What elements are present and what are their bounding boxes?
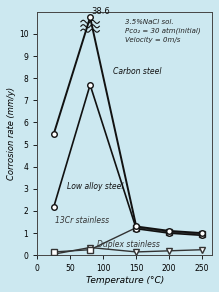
Text: 13Cr stainless: 13Cr stainless	[55, 216, 109, 225]
X-axis label: Temperature (°C): Temperature (°C)	[86, 276, 164, 285]
Text: Carbon steel: Carbon steel	[113, 67, 162, 76]
Text: 38.6: 38.6	[91, 7, 110, 16]
Text: Low alloy steel: Low alloy steel	[67, 182, 124, 191]
Text: 3.5%NaCl sol.
Pco₂ = 30 atm(initial)
Velocity = 0m/s: 3.5%NaCl sol. Pco₂ = 30 atm(initial) Vel…	[125, 19, 200, 43]
Text: Duplex stainless: Duplex stainless	[97, 240, 160, 249]
Y-axis label: Corrosion rate (mm/y): Corrosion rate (mm/y)	[7, 87, 16, 180]
